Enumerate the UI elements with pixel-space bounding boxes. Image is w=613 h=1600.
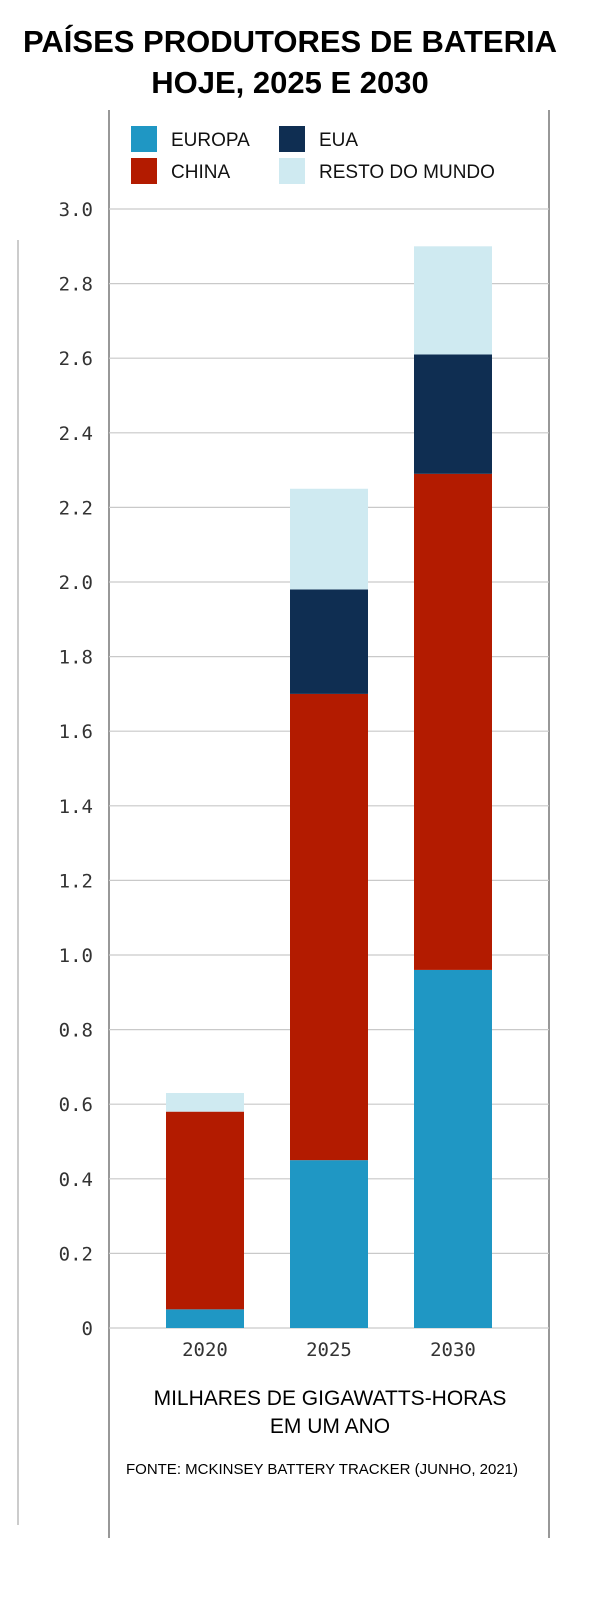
x-tick-label-2025: 2025 (306, 1339, 352, 1361)
y-tick-label: 2.0 (59, 572, 93, 594)
bar-europa-2030 (414, 969, 492, 1328)
y-tick-label: 2.8 (59, 274, 93, 296)
chart-title-line2: HOJE, 2025 E 2030 (151, 65, 428, 100)
legend-label-china: CHINA (171, 162, 230, 183)
bar-resto-do-mundo-2030 (414, 246, 492, 355)
bar-china-2025 (290, 693, 368, 1161)
legend-swatch-europa (131, 126, 157, 152)
bars (166, 246, 492, 1328)
y-tick-label: 1.2 (59, 870, 93, 892)
y-tick-label: 1.8 (59, 647, 93, 669)
y-tick-label: 0.4 (59, 1169, 93, 1191)
legend-label-resto-do-mundo: RESTO DO MUNDO (319, 162, 495, 183)
y-tick-label: 2.6 (59, 348, 93, 370)
source-note: FONTE: MCKINSEY BATTERY TRACKER (JUNHO, … (126, 1461, 518, 1478)
y-tick-label: 2.4 (59, 423, 93, 445)
bar-europa-2025 (290, 1160, 368, 1328)
legend-swatch-resto-do-mundo (279, 158, 305, 184)
y-tick-label: 0.8 (59, 1020, 93, 1042)
legend-label-europa: EUROPA (171, 130, 250, 151)
y-tick-label: 1.0 (59, 945, 93, 967)
x-axis-label-line2: EM UM ANO (270, 1415, 390, 1438)
legend-swatch-china (131, 158, 157, 184)
bar-eua-2030 (414, 354, 492, 474)
legend-label-eua: EUA (319, 130, 358, 151)
bar-china-2020 (166, 1111, 244, 1310)
y-tick-label: 3.0 (59, 199, 93, 221)
chart-title-line1: PAÍSES PRODUTORES DE BATERIA (23, 24, 557, 59)
y-tick-label: 0.2 (59, 1243, 93, 1265)
bar-resto-do-mundo-2025 (290, 488, 368, 590)
bar-eua-2025 (290, 589, 368, 694)
bar-resto-do-mundo-2020 (166, 1093, 244, 1112)
y-tick-label: 0 (82, 1318, 93, 1340)
y-tick-label: 0.6 (59, 1094, 93, 1116)
y-tick-label: 2.2 (59, 497, 93, 519)
x-tick-label-2030: 2030 (430, 1339, 476, 1361)
y-tick-label: 1.4 (59, 796, 93, 818)
legend-swatch-eua (279, 126, 305, 152)
x-tick-label-2020: 2020 (182, 1339, 228, 1361)
x-axis-label-line1: MILHARES DE GIGAWATTS-HORAS (154, 1387, 507, 1410)
x-axis: 2020 2025 2030 (182, 1339, 476, 1361)
bar-europa-2020 (166, 1309, 244, 1328)
y-axis: 0 0.2 0.4 0.6 0.8 1.0 1.2 1.4 1.6 1.8 2.0 2.2 2.4 2.6… (59, 199, 93, 1340)
bar-china-2030 (414, 473, 492, 970)
y-tick-label: 1.6 (59, 721, 93, 743)
legend: EUROPA CHINA EUA RESTO DO MUNDO (131, 126, 495, 184)
